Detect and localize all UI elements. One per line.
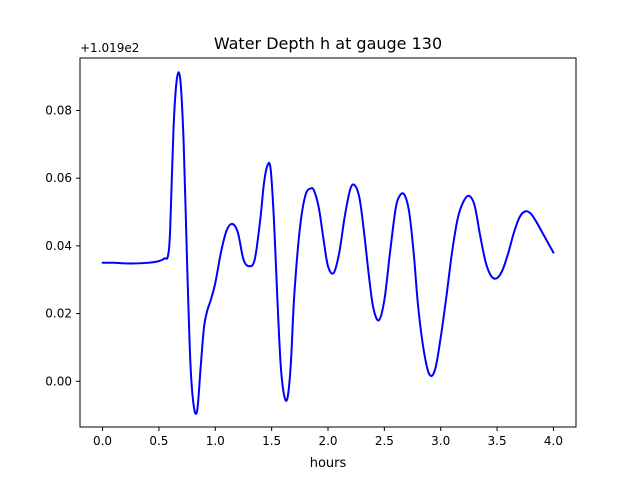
y-tick-label: 0.06 [45, 171, 72, 185]
x-tick-label: 3.0 [431, 434, 450, 448]
y-tick-label: 0.04 [45, 239, 72, 253]
chart-title: Water Depth h at gauge 130 [214, 34, 442, 53]
series-line [101, 71, 555, 415]
y-offset-label: +1.019e2 [80, 41, 139, 55]
y-tick-label: 0.02 [45, 307, 72, 321]
y-tick-label: 0.00 [45, 374, 72, 388]
x-tick-label: 0.5 [149, 434, 168, 448]
y-tick-label: 0.08 [45, 103, 72, 117]
x-tick-label: 2.0 [318, 434, 337, 448]
x-tick-label: 0.0 [93, 434, 112, 448]
x-tick-label: 4.0 [544, 434, 563, 448]
x-tick-label: 2.5 [375, 434, 394, 448]
x-axis: 0.0 0.5 1.0 1.5 2.0 2.5 3.0 3.5 4.0 [93, 427, 563, 448]
x-tick-label: 1.5 [262, 434, 281, 448]
x-tick-label: 3.5 [488, 434, 507, 448]
plot-area [101, 71, 555, 415]
y-axis: 0.00 0.02 0.04 0.06 0.08 [45, 103, 80, 388]
x-axis-label: hours [310, 456, 347, 471]
x-tick-label: 1.0 [206, 434, 225, 448]
